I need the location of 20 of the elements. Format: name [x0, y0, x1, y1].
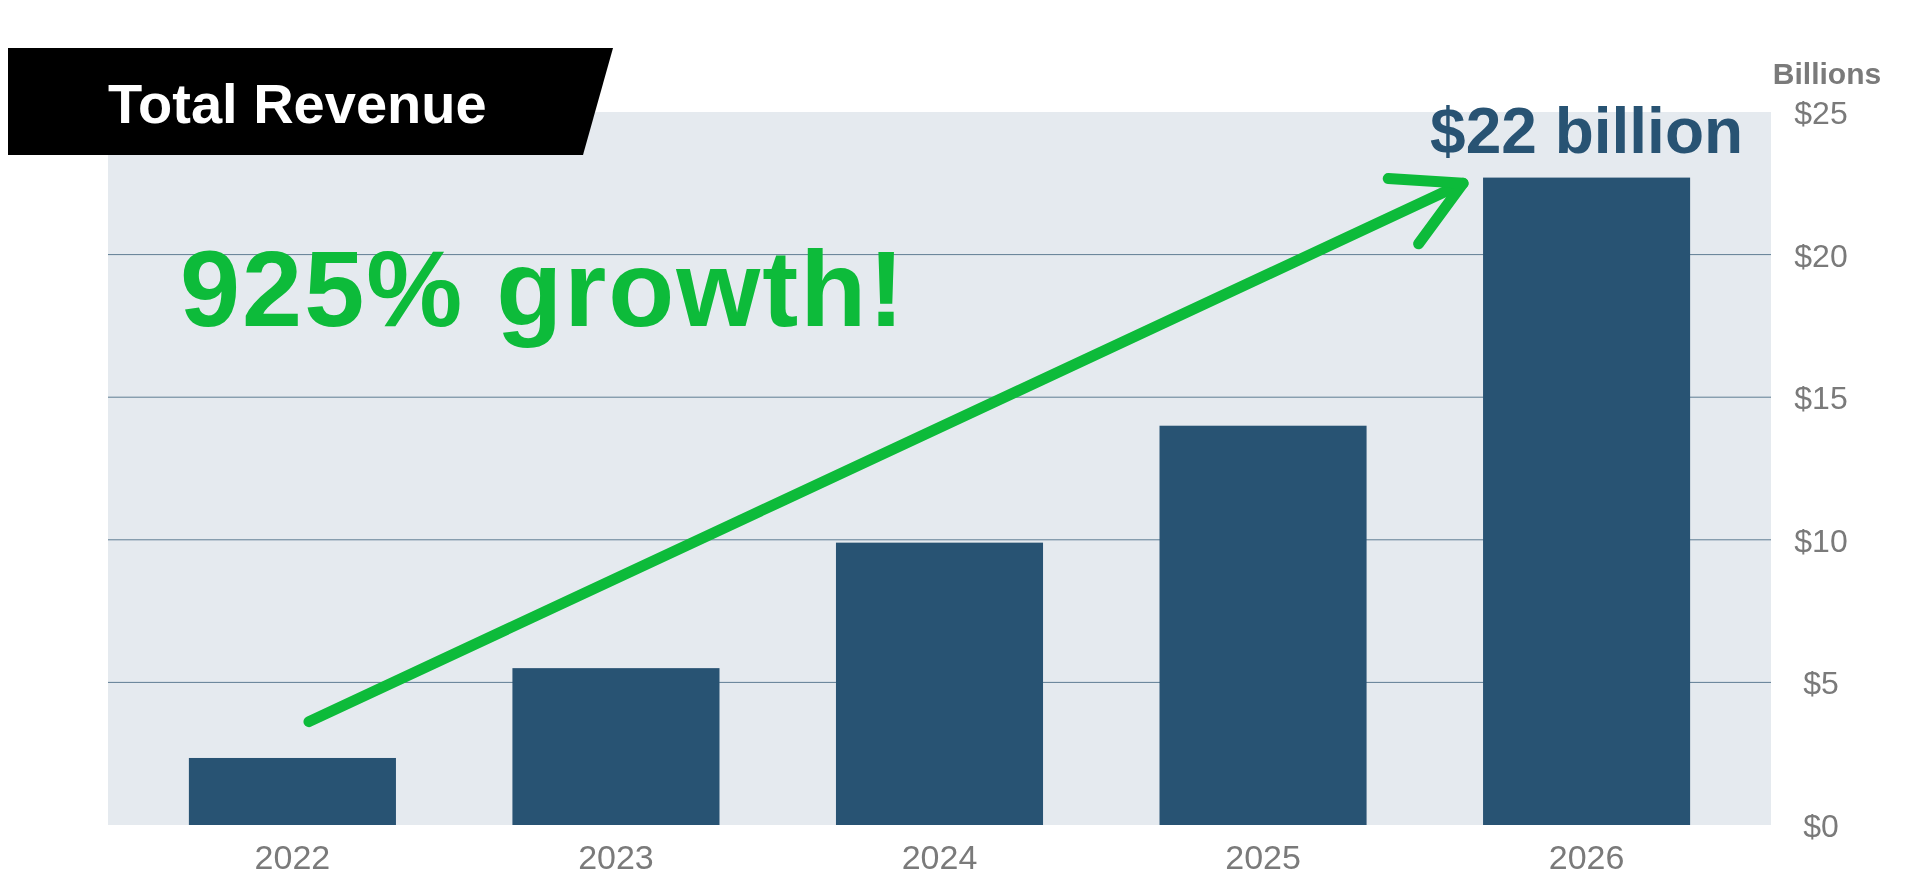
x-tick-label: 2026: [1548, 838, 1625, 876]
annotation: $22 billion: [1430, 94, 1744, 167]
y-tick-label: $20: [1794, 237, 1848, 274]
y-axis-title: Billions: [1772, 57, 1882, 90]
y-tick-label: $15: [1794, 380, 1848, 417]
y-tick-label: $10: [1794, 522, 1848, 559]
chart-title: Total Revenue: [108, 72, 487, 135]
x-tick-label: 2023: [578, 838, 654, 876]
bar: [835, 542, 1044, 825]
y-tick-label: $0: [1803, 808, 1839, 844]
x-tick-label: 2022: [254, 838, 331, 876]
bar: [188, 757, 396, 825]
x-tick-label: 2025: [1225, 838, 1301, 876]
y-tick-label: $5: [1803, 665, 1839, 702]
x-tick-label: 2024: [901, 838, 978, 876]
annotation: 925% growth!: [180, 227, 907, 349]
bar: [1483, 177, 1691, 825]
y-tick-label: $25: [1794, 95, 1848, 131]
bar: [1159, 425, 1367, 825]
bar: [512, 668, 720, 825]
